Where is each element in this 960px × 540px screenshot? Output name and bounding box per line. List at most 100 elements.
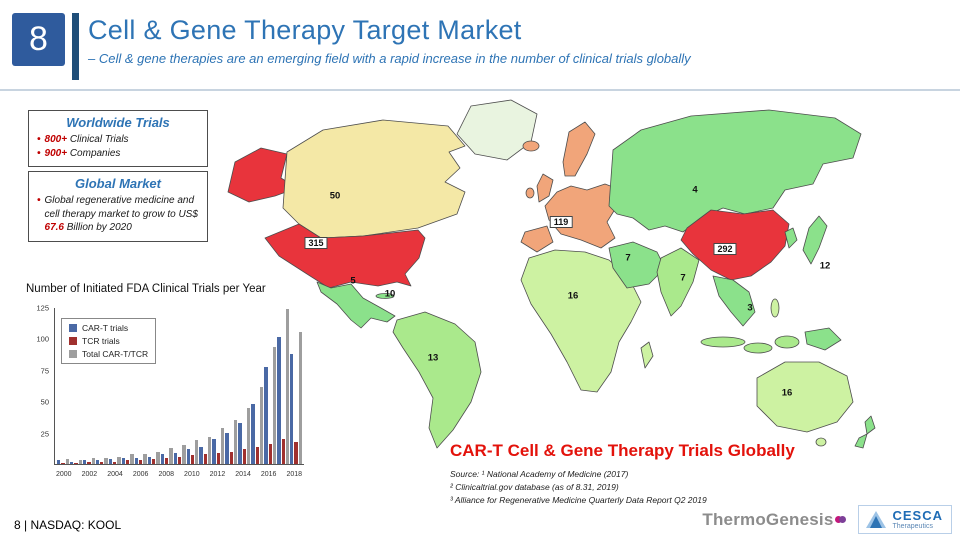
header: Cell & Gene Therapy Target Market – Cell… [88,15,691,66]
region-iberia [520,225,554,253]
chart-y-axis: 25 50 75 100 125 [30,304,52,465]
legend-swatch-tcr [69,337,77,345]
region-korea [784,227,798,249]
x-tick-2015 [252,471,260,481]
legend-item-car_t: CAR-T trials [69,323,148,333]
bar-total-2005 [130,454,134,464]
bar-tcr-2005 [126,460,130,464]
bar-tcr-2016 [268,444,272,464]
bar-tcr-2006 [139,460,143,464]
y-tick-25: 25 [40,429,49,439]
worldwide-trials-item: 900+ Companies [35,147,201,161]
x-tick-2016: 2016 [260,471,277,478]
y-tick-100: 100 [36,334,49,344]
region-africa [520,249,642,393]
title-accent-bar [72,13,79,80]
bar-car_t-2015 [251,404,255,464]
market-text-suffix: Billion by 2020 [63,222,132,233]
bar-total-2016 [272,346,277,464]
bar-group-2002 [82,308,95,464]
bar-car_t-2006 [134,457,139,464]
x-tick-2010: 2010 [184,471,200,478]
bar-car_t-2005 [121,457,126,464]
y-tick-75: 75 [40,366,49,376]
bar-tcr-2012 [216,452,221,464]
bar-total-2011 [208,436,212,464]
bar-car_t-2011 [199,446,203,464]
bar-car_t-2013 [225,432,229,464]
bar-group-2001 [69,308,82,464]
bar-group-2014 [238,308,251,464]
bar-group-2012 [212,308,225,464]
bar-tcr-2010 [190,455,195,464]
bar-group-2006 [134,308,147,464]
bar-group-2009 [173,308,186,464]
global-market-box: Global Market Global regenerative medici… [28,171,208,242]
market-text-prefix: Global regenerative medicine and cell th… [44,195,198,220]
bar-group-2007 [147,308,160,464]
bar-total-2012 [221,427,225,464]
region-tasmania [815,437,827,447]
bar-total-2018 [298,331,303,464]
bar-tcr-2004 [113,461,117,464]
cesca-subtitle: Therapeutics [892,522,933,530]
thermogenesis-ribbon-icon [835,508,847,528]
x-tick-2017 [277,471,285,481]
worldwide-trials-title: Worldwide Trials [66,115,170,130]
bar-car_t-2001 [69,461,74,464]
header-divider [0,89,960,91]
region-india [656,247,700,317]
bar-car_t-2010 [186,449,190,464]
worldwide-trials-box: Worldwide Trials 800+ Clinical Trials 90… [28,110,208,167]
bar-group-2008 [160,308,173,464]
bar-group-2011 [199,308,212,464]
footer-logos: ThermoGenesis CESCA Therapeutics [702,505,952,534]
chart-bars [55,308,304,464]
x-tick-2004: 2004 [107,471,123,478]
region-ireland [525,187,535,199]
bar-tcr-2008 [164,457,169,464]
bar-car_t-2014 [238,422,242,464]
legend-label-car_t: CAR-T trials [82,323,129,333]
bar-total-2001 [78,460,82,464]
bar-tcr-2014 [242,449,246,464]
slide-number-box: 8 [12,13,65,66]
world-map-svg [227,99,876,449]
page-subtitle: – Cell & gene therapies are an emerging … [88,51,691,66]
region-uk [536,173,554,203]
page-title: Cell & Gene Therapy Target Market [88,15,522,45]
bar-car_t-2018 [290,354,294,464]
region-scandinavia [562,121,596,177]
x-tick-2009 [175,471,183,481]
x-tick-2008: 2008 [158,471,175,478]
source-line-2: ² Clinicaltrial.gov database (as of 8.31… [450,481,619,492]
clinical-trials-count: 800+ [44,134,68,145]
region-alaska [227,147,298,203]
chart-plot-area: CAR-T trials TCR trials Total CAR-T/TCR [54,308,304,465]
source-line-1: Source: ¹ National Academy of Medicine (… [450,469,629,479]
chart-title: Number of Initiated FDA Clinical Trials … [26,283,266,295]
world-map: 50 315 5 10 13 119 4 7 7 292 12 16 3 16 [213,90,953,470]
x-tick-2003 [98,471,106,481]
bar-total-2003 [104,457,108,464]
region-mexico [316,281,396,329]
cesca-logo: CESCA Therapeutics [858,505,952,534]
y-tick-125: 125 [36,303,49,313]
bar-group-2003 [95,308,108,464]
region-philippines [770,298,780,318]
bar-group-2004 [108,308,121,464]
legend-item-tcr: TCR trials [69,336,148,346]
region-japan [802,215,828,265]
bar-total-2004 [117,456,121,464]
x-tick-2013 [226,471,234,481]
bar-group-2017 [277,308,290,464]
bar-group-2010 [186,308,199,464]
bar-total-2013 [234,420,238,464]
global-market-title: Global Market [75,176,161,191]
region-indonesia-1 [700,336,746,348]
region-se-asia [712,275,756,327]
bar-tcr-2007 [151,459,156,464]
bar-tcr-2003 [100,461,104,464]
bar-group-2013 [225,308,238,464]
